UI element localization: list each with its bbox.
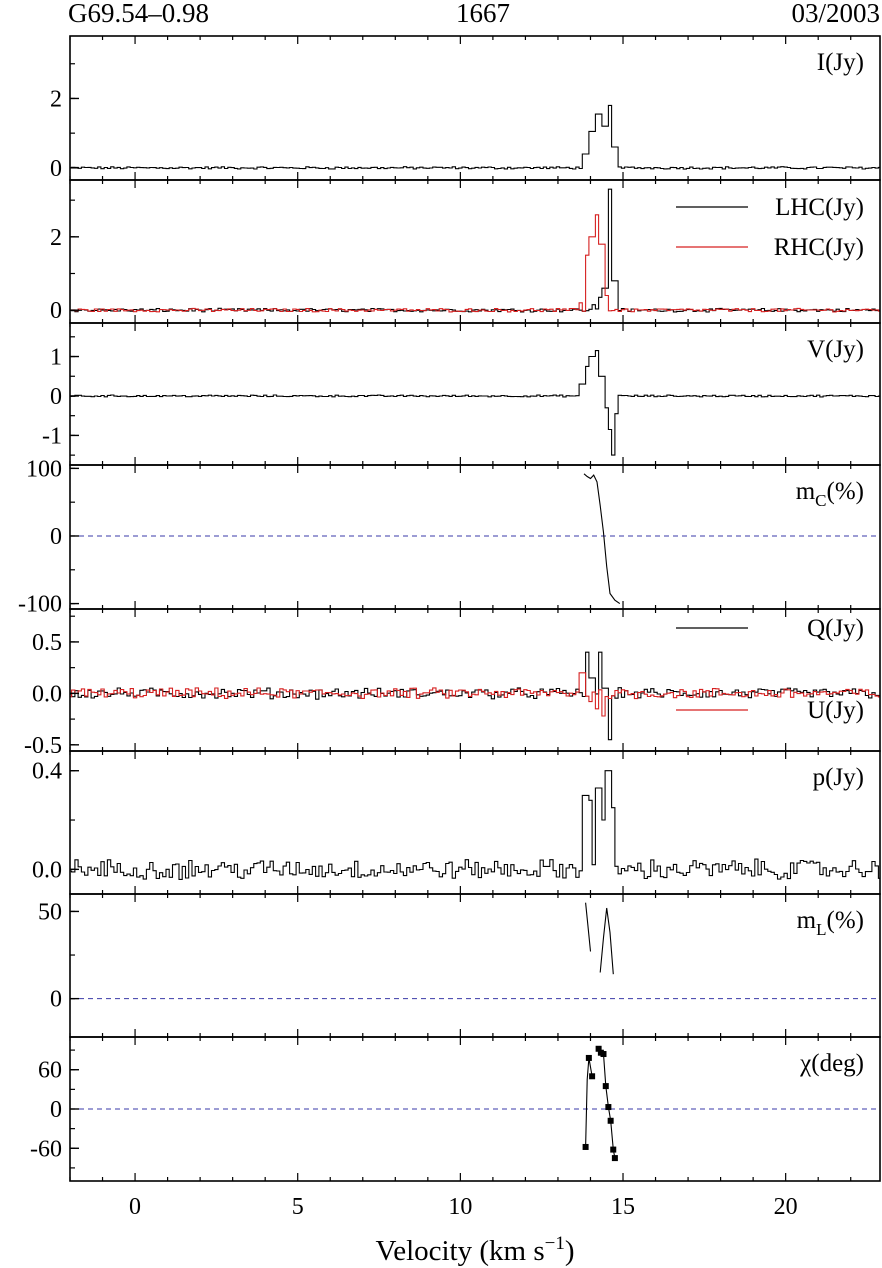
data-point-marker [595, 1045, 602, 1052]
y-tick-label: 2 [50, 225, 62, 251]
series-vjy-trace [70, 350, 880, 456]
plot-area-p [70, 770, 880, 880]
y-tick-label: -60 [30, 1136, 62, 1162]
x-tick-label: 0 [129, 1194, 141, 1220]
data-point-marker [582, 1143, 589, 1150]
y-tick-label: 1 [50, 345, 62, 371]
plot-area-chi [70, 1045, 880, 1162]
panel-chi: -60 0 60 χ(deg) [30, 1036, 881, 1182]
panel-QU: -0.5 0.0 0.5 Q(Jy) U(Jy) [24, 608, 881, 759]
y-tick-label: 0 [50, 156, 62, 182]
panel-I: 0 2 I(Jy) [50, 35, 881, 182]
panel-frame [69, 608, 881, 752]
fraction-curve [598, 1048, 616, 1159]
data-point-marker [602, 1083, 609, 1090]
legend-label: LHC(Jy) [775, 194, 864, 221]
x-tick-label: 20 [774, 1194, 798, 1220]
data-point-marker [585, 1054, 592, 1061]
y-tick-label: -100 [18, 592, 62, 618]
y-tick-label: 0 [50, 298, 62, 324]
y-tick-label: 0.0 [32, 857, 62, 883]
panel-frame [69, 322, 881, 466]
plot-area-QU [70, 651, 880, 741]
y-tick-label: 0.0 [32, 681, 62, 707]
series-pjy-trace [70, 770, 880, 880]
panel-p: 0.0 0.4 p(Jy) [32, 750, 881, 895]
series-ijy-trace [70, 104, 880, 170]
source-name-title: G69.54–0.98 [68, 0, 209, 28]
y-tick-label: 100 [26, 456, 62, 482]
panel-label: V(Jy) [807, 336, 864, 363]
y-tick-label: 50 [38, 899, 62, 925]
data-point-marker [605, 1104, 612, 1111]
y-tick-label: -1 [42, 423, 62, 449]
fraction-curve [583, 473, 621, 605]
y-tick-label: 0 [50, 524, 62, 550]
x-tick-label: 5 [292, 1194, 304, 1220]
panel-frame [69, 35, 881, 181]
plot-area-I [70, 104, 880, 170]
series-lhcjy-trace [70, 188, 880, 313]
panel-LR: 0 2 LHC(Jy) RHC(Jy) [50, 179, 881, 324]
data-point-marker [611, 1155, 618, 1162]
y-tick-label: -0.5 [24, 733, 62, 759]
y-tick-label: 0 [50, 1097, 62, 1123]
panel-frame [69, 179, 881, 324]
fraction-curve [599, 907, 614, 975]
data-point-marker [607, 1117, 614, 1124]
y-tick-label: 0 [50, 384, 62, 410]
panel-label: mL(%) [797, 907, 864, 939]
plot-area-LR [70, 188, 880, 313]
series-ujy-trace [70, 672, 880, 717]
date-title: 03/2003 [791, 0, 880, 28]
series-qjy-trace [70, 651, 880, 741]
y-tick-label: 0.5 [32, 630, 62, 656]
x-axis-label: Velocity (km s−1) [375, 1233, 574, 1267]
legend-label: RHC(Jy) [774, 234, 864, 261]
x-tick-label: 15 [611, 1194, 635, 1220]
legend-label: U(Jy) [807, 697, 864, 724]
plot-area-mc [70, 473, 880, 605]
legend-label: Q(Jy) [807, 615, 864, 642]
panel-frame [69, 893, 881, 1038]
y-tick-label: 0.4 [32, 759, 62, 785]
panel-mc: -100 0 100 mC(%) [18, 456, 881, 618]
y-tick-label: 60 [38, 1058, 62, 1084]
panel-label: I(Jy) [817, 49, 864, 76]
frequency-title: 1667 [456, 0, 510, 28]
plot-area-V [70, 350, 880, 456]
panel-frame [69, 464, 881, 610]
panel-mL: 0 50 mL(%) [38, 893, 881, 1038]
data-point-marker [610, 1146, 617, 1153]
panel-label: χ(deg) [799, 1050, 864, 1077]
data-point-marker [600, 1051, 607, 1058]
fraction-curve [585, 902, 592, 952]
fraction-curve [585, 1057, 593, 1148]
y-tick-label: 2 [50, 86, 62, 112]
data-point-marker [589, 1073, 596, 1080]
plot-area-mL [70, 902, 880, 1000]
y-tick-label: 0 [50, 987, 62, 1013]
panel-label: mC(%) [796, 478, 864, 510]
x-tick-label: 10 [448, 1194, 472, 1220]
panel-label: p(Jy) [813, 764, 864, 791]
series-rhcjy-trace [70, 214, 880, 313]
panel-V: -1 0 1 V(Jy) [42, 322, 881, 466]
